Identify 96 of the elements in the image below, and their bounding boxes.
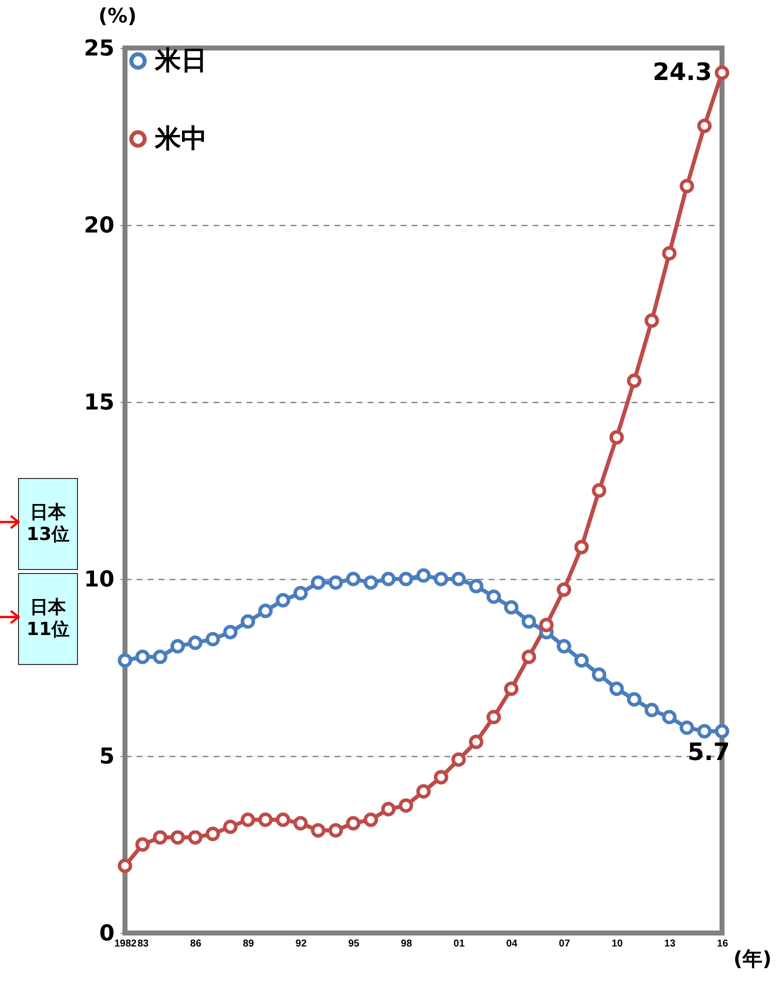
point <box>504 682 519 696</box>
x-tick-label: 04 <box>506 938 518 950</box>
point <box>592 483 606 498</box>
point <box>592 667 606 682</box>
x-tick-label: 86 <box>190 938 202 950</box>
point <box>276 812 290 827</box>
text: 日本 13位 <box>18 478 78 570</box>
point <box>539 618 554 632</box>
point <box>364 812 378 827</box>
point <box>293 586 308 600</box>
x-tick-label: 07 <box>558 938 570 950</box>
point <box>468 734 484 750</box>
point <box>381 802 396 816</box>
x-axis-title: (年) <box>733 946 772 970</box>
point <box>258 812 273 827</box>
x-tick-label: 10 <box>612 938 624 950</box>
point <box>644 702 659 718</box>
y-tick-label: 10 <box>84 568 114 592</box>
point <box>135 650 150 664</box>
point <box>626 692 642 707</box>
data-label: 24.3 <box>652 58 712 86</box>
point <box>398 798 414 813</box>
point <box>434 770 448 784</box>
point <box>152 650 168 664</box>
point <box>152 830 168 845</box>
point <box>680 178 694 194</box>
y-axis-title: (%) <box>98 4 137 28</box>
point <box>276 593 290 608</box>
point <box>697 724 712 738</box>
x-tick-label: 89 <box>242 938 254 950</box>
point <box>486 589 501 604</box>
point <box>714 724 730 738</box>
point <box>328 823 343 838</box>
point <box>697 118 712 134</box>
point <box>451 752 466 767</box>
point <box>398 572 414 586</box>
point <box>504 600 519 615</box>
legend-label: 米日 <box>154 46 207 76</box>
point <box>206 826 220 842</box>
point <box>714 66 730 80</box>
point <box>574 540 589 554</box>
point <box>310 823 326 838</box>
point <box>206 632 220 646</box>
point <box>293 816 308 830</box>
point <box>135 837 150 852</box>
point <box>223 820 238 834</box>
point <box>118 858 132 873</box>
point <box>170 830 185 845</box>
point <box>240 812 256 827</box>
data-label: 5.7 <box>687 738 730 766</box>
point <box>346 816 360 830</box>
point <box>556 582 572 597</box>
point <box>188 636 202 650</box>
point <box>556 639 572 654</box>
point <box>468 578 484 594</box>
point <box>416 568 431 583</box>
y-tick-label: 20 <box>84 214 114 238</box>
point <box>223 624 238 640</box>
point <box>310 575 326 590</box>
point <box>434 572 448 586</box>
point <box>416 784 431 799</box>
y-tick-label: 5 <box>99 744 114 770</box>
point <box>328 575 343 590</box>
point <box>258 604 273 618</box>
point <box>188 830 202 845</box>
point <box>644 313 659 328</box>
point <box>522 650 536 664</box>
x-tick-label: 16 <box>716 938 728 950</box>
point <box>626 374 642 388</box>
point <box>609 682 624 696</box>
point <box>170 639 185 654</box>
x-tick-label: 98 <box>400 938 412 950</box>
x-tick-label: 95 <box>348 938 360 950</box>
point <box>118 653 132 668</box>
point <box>609 430 624 445</box>
point <box>522 614 536 629</box>
x-tick-label: 1982 <box>114 938 138 950</box>
y-tick-label: 15 <box>84 390 114 416</box>
point <box>451 572 466 586</box>
x-tick-label: 01 <box>454 938 466 950</box>
legend-label: 米中 <box>154 124 207 154</box>
point <box>680 720 694 735</box>
x-tick-label: 13 <box>664 938 676 950</box>
y-tick-label: 25 <box>84 36 114 62</box>
x-tick-label: 92 <box>296 938 308 950</box>
point <box>240 614 256 629</box>
point <box>381 572 396 586</box>
point <box>574 653 589 668</box>
point <box>662 710 677 724</box>
point <box>662 246 677 261</box>
y-tick-label: 0 <box>99 922 114 946</box>
text: 日本 11位 <box>18 573 78 665</box>
point <box>346 572 360 586</box>
point <box>364 575 378 590</box>
x-tick-label: 83 <box>137 938 150 950</box>
point <box>486 710 501 724</box>
